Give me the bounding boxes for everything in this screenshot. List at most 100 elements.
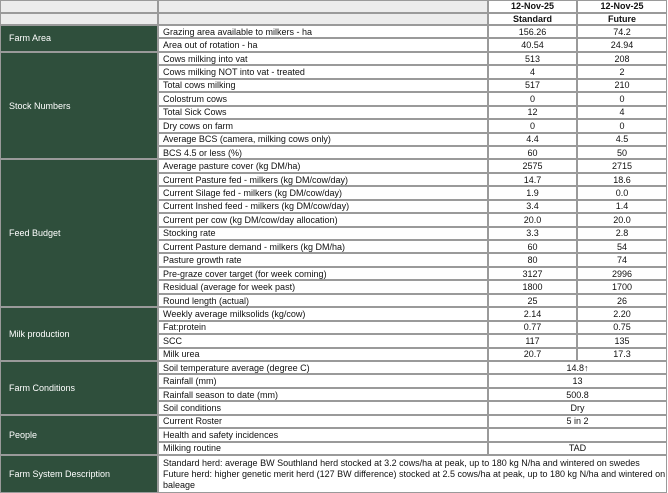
row-label: Milk urea [158,347,488,361]
value-cell: 156.26 [488,25,577,39]
value-cell: 60 [488,240,577,254]
row-label: SCC [158,334,488,348]
value-cell: 4 [488,65,577,79]
value-cell: Dry [488,401,667,415]
header-blank [0,0,158,13]
row-label: BCS 4.5 or less (%) [158,145,488,160]
value-cell: 1700 [577,280,667,294]
value-cell: 0 [488,119,577,133]
description-text: Standard herd: average BW Southland herd… [158,455,667,493]
section-label: Stock Numbers [0,51,158,160]
section-label: Farm Conditions [0,361,158,415]
value-cell: 2715 [577,159,667,173]
value-cell: 4 [577,105,667,120]
value-cell: 1.4 [577,199,667,214]
header-blank [0,12,158,25]
value-cell: 24.94 [577,38,667,52]
value-cell: 60 [488,145,577,160]
value-cell: 26 [577,293,667,308]
value-cell: 20.0 [488,213,577,227]
value-cell: 2575 [488,159,577,173]
value-cell: 20.7 [488,347,577,361]
value-cell: 50 [577,145,667,160]
column-header: Standard [488,12,577,25]
value-cell: 3127 [488,266,577,281]
value-cell: 12 [488,105,577,120]
value-cell: 14.8↑ [488,361,667,375]
row-label: Fat:protein [158,320,488,335]
value-cell: 25 [488,293,577,308]
row-label: Current Pasture fed - milkers (kg DM/cow… [158,172,488,187]
value-cell: 13 [488,374,667,388]
section-label: Feed Budget [0,159,158,308]
value-cell: 2 [577,65,667,79]
row-label: Rainfall season to date (mm) [158,387,488,402]
row-label: Average BCS (camera, milking cows only) [158,132,488,146]
row-label: Area out of rotation - ha [158,38,488,52]
row-label: Current Silage fed - milkers (kg DM/cow/… [158,186,488,200]
row-label: Cows milking into vat [158,51,488,66]
row-label: Weekly average milksolids (kg/cow) [158,307,488,321]
value-cell: 210 [577,78,667,93]
row-label: Colostrum cows [158,92,488,106]
description-line: Future herd: higher genetic merit herd (… [163,468,666,490]
row-label: Milking routine [158,441,488,456]
value-cell: 54 [577,240,667,254]
value-cell: 80 [488,253,577,267]
column-date: 12-Nov-25 [577,0,667,13]
value-cell: 20.0 [577,213,667,227]
value-cell: 0.75 [577,320,667,335]
row-label: Average pasture cover (kg DM/ha) [158,159,488,173]
row-label: Cows milking NOT into vat - treated [158,65,488,79]
value-cell: 500.8 [488,387,667,402]
row-label: Stocking rate [158,226,488,241]
column-date: 12-Nov-25 [488,0,577,13]
value-cell: 14.7 [488,172,577,187]
value-cell: TAD [488,441,667,456]
value-cell: 135 [577,334,667,348]
header-blank [158,0,488,13]
row-label: Current Roster [158,414,488,429]
value-cell: 4.4 [488,132,577,146]
row-label: Dry cows on farm [158,119,488,133]
value-cell: 0 [488,92,577,106]
value-cell: 3.4 [488,199,577,214]
value-cell: 208 [577,51,667,66]
value-cell: 0.0 [577,186,667,200]
value-cell: 17.3 [577,347,667,361]
section-label: Milk production [0,307,158,361]
row-label: Total cows milking [158,78,488,93]
value-cell: 0 [577,119,667,133]
row-label: Grazing area available to milkers - ha [158,25,488,39]
value-cell: 117 [488,334,577,348]
value-cell: 5 in 2 [488,414,667,429]
row-label: Current Inshed feed - milkers (kg DM/cow… [158,199,488,214]
row-label: Current per cow (kg DM/cow/day allocatio… [158,213,488,227]
description-line: Standard herd: average BW Southland herd… [163,457,640,468]
column-header: Future [577,12,667,25]
value-cell: 2.14 [488,307,577,321]
row-label: Total Sick Cows [158,105,488,120]
value-cell: 4.5 [577,132,667,146]
value-cell: 18.6 [577,172,667,187]
value-cell: 3.3 [488,226,577,241]
row-label: Pasture growth rate [158,253,488,267]
value-cell: 74.2 [577,25,667,39]
row-label: Soil conditions [158,401,488,415]
value-cell: 0.77 [488,320,577,335]
value-cell: 1.9 [488,186,577,200]
value-cell: 2.8 [577,226,667,241]
header-blank [158,12,488,25]
value-cell: 517 [488,78,577,93]
row-label: Health and safety incidences [158,428,488,442]
section-label: Farm System Description [0,455,158,493]
value-cell: 513 [488,51,577,66]
row-label: Residual (average for week past) [158,280,488,294]
section-label: People [0,414,158,456]
row-label: Soil temperature average (degree C) [158,361,488,375]
row-label: Rainfall (mm) [158,374,488,388]
value-cell: 2996 [577,266,667,281]
value-cell [488,428,667,442]
row-label: Current Pasture demand - milkers (kg DM/… [158,240,488,254]
